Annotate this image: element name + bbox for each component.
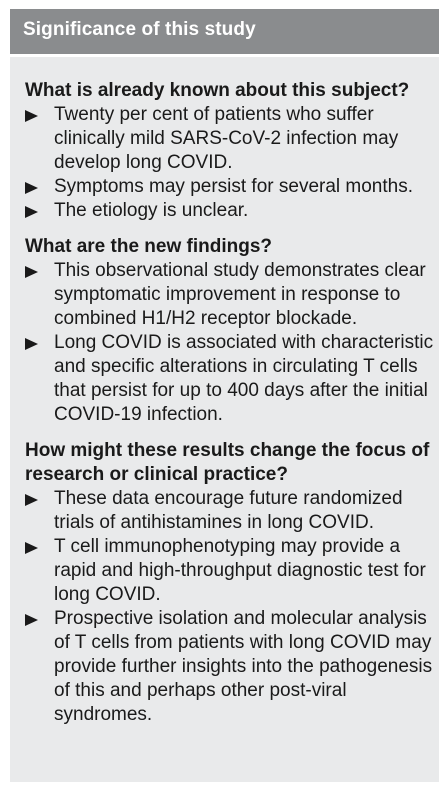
- triangle-right-icon: [25, 266, 38, 278]
- bullet-list: This observational study demonstrates cl…: [25, 259, 435, 427]
- list-item: The etiology is unclear.: [25, 199, 435, 223]
- section-known: What is already known about this subject…: [25, 79, 435, 223]
- triangle-right-icon: [25, 182, 38, 194]
- box-title: Significance of this study: [23, 19, 256, 40]
- triangle-right-icon: [25, 494, 38, 506]
- list-item: This observational study demonstrates cl…: [25, 259, 435, 331]
- list-item: These data encourage future randomized t…: [25, 487, 435, 535]
- list-item-text: These data encourage future randomized t…: [54, 488, 403, 533]
- section-new-findings: What are the new findings? This observat…: [25, 235, 435, 427]
- list-item-text: The etiology is unclear.: [54, 200, 249, 221]
- triangle-right-icon: [25, 338, 38, 350]
- list-item: Long COVID is associated with characteri…: [25, 331, 435, 427]
- section-heading: What are the new findings?: [25, 236, 273, 257]
- list-item: Prospective isolation and molecular anal…: [25, 607, 435, 727]
- bullet-list: These data encourage future randomized t…: [25, 487, 435, 727]
- triangle-right-icon: [25, 206, 38, 218]
- bullet-list: Twenty per cent of patients who suffer c…: [25, 103, 435, 223]
- triangle-right-icon: [25, 542, 38, 554]
- list-item: Symptoms may persist for several months.: [25, 175, 435, 199]
- significance-box: Significance of this study What is alrea…: [10, 9, 439, 782]
- box-header: Significance of this study: [10, 9, 439, 57]
- section-impact: How might these results change the focus…: [25, 439, 435, 727]
- list-item: T cell immunophenotyping may provide a r…: [25, 535, 435, 607]
- list-item-text: Prospective isolation and molecular anal…: [54, 608, 433, 725]
- list-item-text: Long COVID is associated with characteri…: [54, 332, 434, 425]
- list-item-text: This observational study demonstrates cl…: [54, 260, 426, 329]
- list-item: Twenty per cent of patients who suffer c…: [25, 103, 435, 175]
- list-item-text: Twenty per cent of patients who suffer c…: [54, 104, 399, 173]
- triangle-right-icon: [25, 110, 38, 122]
- section-heading: What is already known about this subject…: [25, 80, 410, 101]
- triangle-right-icon: [25, 614, 38, 626]
- box-content: What is already known about this subject…: [25, 79, 435, 739]
- list-item-text: Symptoms may persist for several months.: [54, 176, 413, 197]
- list-item-text: T cell immunophenotyping may provide a r…: [54, 536, 426, 605]
- section-heading: How might these results change the focus…: [25, 440, 430, 485]
